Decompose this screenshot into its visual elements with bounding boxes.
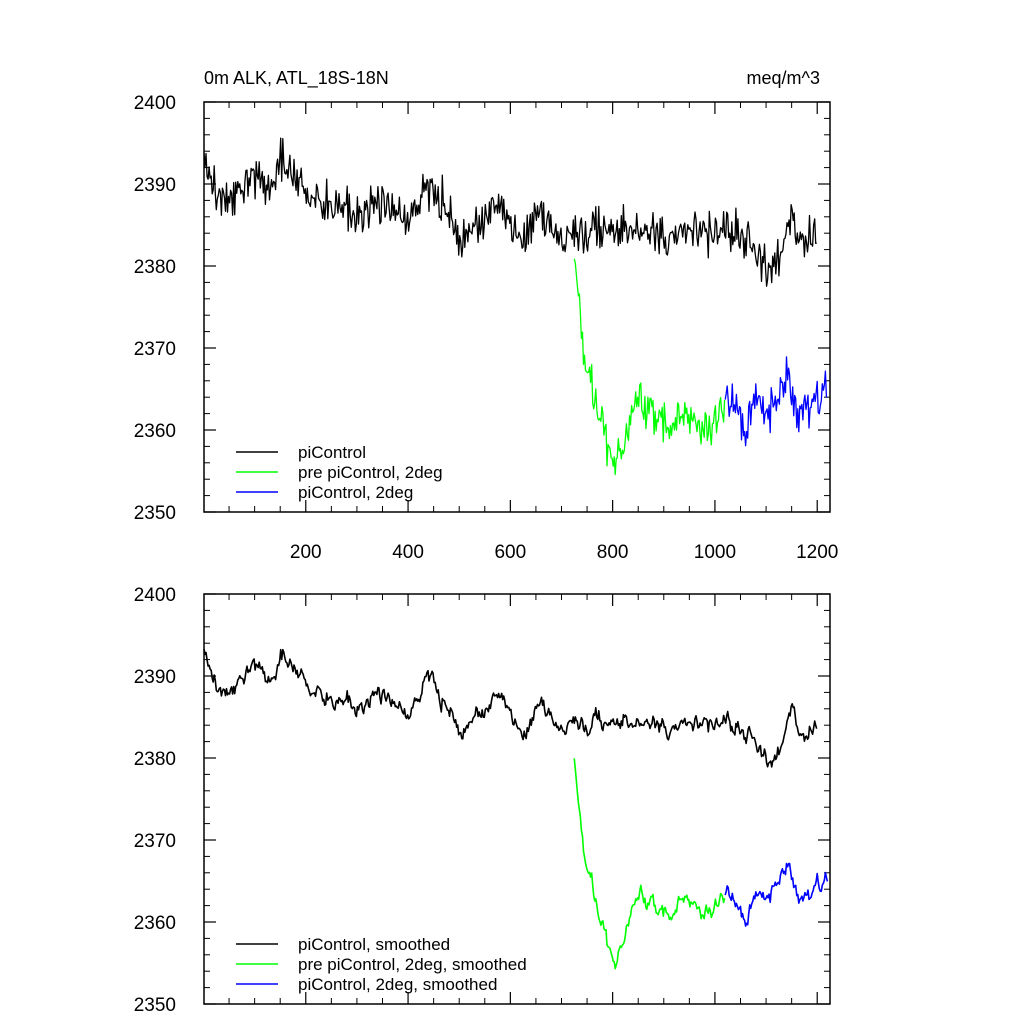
series-line-1 [203, 137, 817, 287]
x-tick-label: 800 [597, 542, 629, 563]
y-tick-label: 2370 [134, 339, 176, 360]
series-line-3 [724, 862, 829, 927]
series-line-2 [573, 758, 726, 970]
chart-units: meq/m^3 [747, 68, 820, 88]
x-tick-label: 1200 [796, 542, 838, 563]
y-tick-label: 2360 [134, 913, 176, 934]
series-line-3 [724, 356, 828, 447]
legend-label: piControl, 2deg, smoothed [298, 975, 497, 994]
y-tick-label: 2380 [134, 749, 176, 770]
plot-frame [203, 593, 831, 1005]
x-tick-label: 400 [392, 542, 424, 563]
legend-label: pre piControl, 2deg, smoothed [298, 955, 527, 974]
y-tick-label: 2350 [134, 503, 176, 524]
legend-label: piControl, 2deg [298, 483, 413, 502]
y-tick-label: 2380 [134, 257, 176, 278]
chart-panel-1: 0m ALK, ATL_18S-18N meq/m^3 2350 2360 2370 23… [134, 68, 839, 563]
x-tick-label: 1000 [694, 542, 736, 563]
x-tick-label: 200 [290, 542, 322, 563]
y-tick-label: 2400 [134, 93, 176, 114]
y-tick-label: 2350 [134, 995, 176, 1016]
legend-label: pre piControl, 2deg [298, 463, 443, 482]
y-tick-label: 2360 [134, 421, 176, 442]
chart-panel-2: 2350 2360 2370 2380 2390 2400 piControl, smoot… [134, 585, 831, 1016]
legend-label: piControl [298, 443, 366, 462]
x-tick-label: 600 [494, 542, 526, 563]
y-tick-label: 2390 [134, 175, 176, 196]
y-tick-label: 2390 [134, 667, 176, 688]
chart-title: 0m ALK, ATL_18S-18N [204, 68, 389, 89]
y-tick-label: 2400 [134, 585, 176, 606]
legend-label: piControl, smoothed [298, 935, 450, 954]
y-tick-label: 2370 [134, 831, 176, 852]
series-line-2 [573, 258, 726, 476]
plot-frame [203, 101, 831, 513]
series-line-1 [203, 648, 818, 768]
